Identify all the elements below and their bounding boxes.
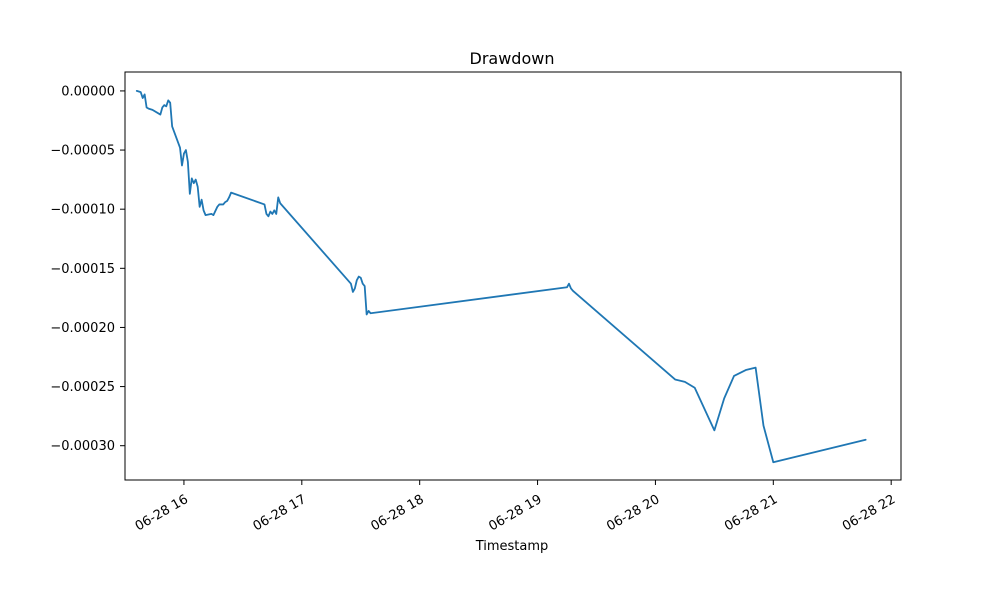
y-tick-label: −0.00010 [50,203,115,218]
y-tick-label: −0.00015 [50,262,115,277]
chart-title: Drawdown [470,49,555,68]
y-tick-label: −0.00025 [50,380,115,395]
plot-area [135,90,867,464]
y-tick-label: −0.00020 [50,321,115,336]
y-tick-label: 0.00000 [61,84,115,99]
drawdown-series-line [135,90,867,464]
y-tick-label: −0.00005 [50,144,115,159]
x-axis-label: Timestamp [475,539,549,554]
y-axis: 0.00000 −0.00005 −0.00010 −0.00015 −0.00020 −… [50,84,125,454]
axes-frame [124,71,902,481]
y-tick-label: −0.00030 [50,439,115,454]
